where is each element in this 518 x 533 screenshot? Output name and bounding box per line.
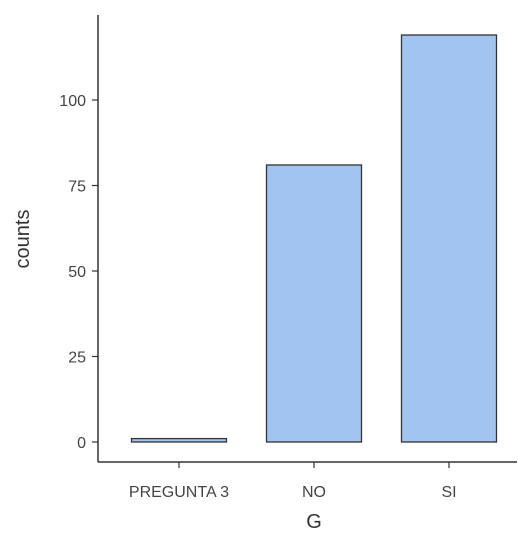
y-tick-label: 25: [68, 350, 86, 367]
bar-pregunta-3: [130, 437, 228, 443]
bar-no: [265, 164, 363, 443]
y-tick-label: 0: [77, 435, 86, 452]
y-tick-label: 100: [59, 93, 86, 110]
bars-group: [130, 34, 498, 443]
y-ticks-group: 0 25 50 75 100: [59, 93, 98, 452]
x-tick-label: PREGUNTA 3: [129, 484, 229, 501]
x-ticks-group: PREGUNTA 3 NO SI: [129, 462, 457, 501]
x-axis-title: G: [306, 511, 322, 533]
x-tick-label: NO: [302, 484, 326, 501]
y-axis-title: counts: [12, 210, 34, 269]
y-tick-label: 50: [68, 264, 86, 281]
bar-si: [400, 34, 498, 443]
y-tick-label: 75: [68, 179, 86, 196]
x-tick-label: SI: [441, 484, 456, 501]
